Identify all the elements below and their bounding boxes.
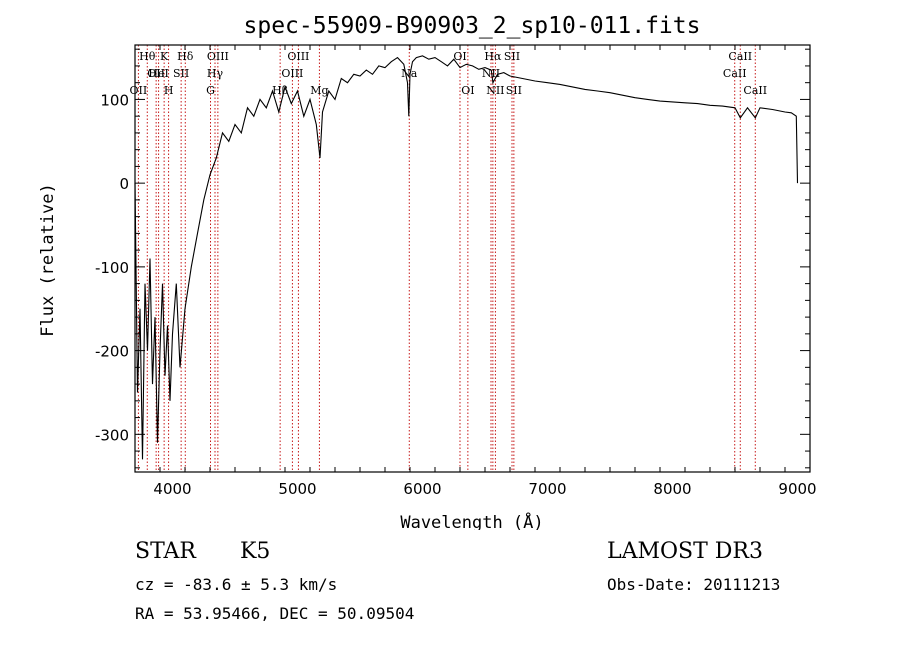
line-label-19-0: Hα [484,50,502,63]
line-label-10-0: OIII [207,50,229,63]
line-label-6-0: SII [173,67,189,80]
redshift-cz: cz = -83.6 ± 5.3 km/s [135,575,338,594]
x-tick-label: 6000 [403,480,441,498]
line-label-1-0: Hθ [139,50,156,63]
line-label-4-0: K [160,50,169,63]
line-label-5-0: H [164,84,174,97]
line-label-17-0: OI [461,84,474,97]
line-label-24-0: CaII [728,50,752,63]
y-axis: -300 -200 -100 0 100 [95,48,810,469]
x-tick-label: 7000 [528,480,566,498]
x-tick-label: 4000 [153,480,191,498]
y-tick-label: 100 [100,91,129,109]
emission-line-labels: OIIHθOIIHeIKHSIIHδGHγOIIIHβOIIIOIIIMgNaO… [130,50,768,97]
y-tick-label: -200 [95,343,129,361]
line-label-22-0: SII [506,84,522,97]
x-axis-label: Wavelength (Å) [400,511,543,530]
line-label-18-0: NII [482,67,500,80]
chart-title: spec-55909-B90903_2_sp10-011.fits [244,13,701,39]
emission-line-markers [137,45,756,472]
plot-frame [134,44,811,473]
line-label-0-0: OII [130,84,148,97]
x-tick-label: 8000 [653,480,691,498]
spectrum-chart: spec-55909-B90903_2_sp10-011.fits OII Hθ O… [38,13,817,530]
line-label-20-0: NII [486,84,504,97]
y-tick-label: -100 [95,259,129,277]
line-label-13-0: OIII [287,50,309,63]
line-label-25-0: CaII [743,84,767,97]
line-label-12-0: OIII [281,67,303,80]
line-label-14-0: Mg [310,84,328,97]
x-tick-label: 5000 [278,480,316,498]
line-label-2-0: OII [147,67,165,80]
line-label-8-0: G [206,84,215,97]
spectrum-series [134,55,799,460]
coordinates: RA = 53.95466, DEC = 50.09504 [135,604,415,623]
object-class: STAR [135,539,196,564]
survey-name: LAMOST DR3 [607,539,763,564]
x-tick-label: 9000 [778,480,816,498]
y-tick-label: -300 [95,426,129,444]
line-label-21-0: SII [504,50,520,63]
y-axis-label: Flux (relative) [38,183,58,337]
x-axis: 4000 5000 6000 7000 8000 9000 [134,45,817,498]
line-label-11-0: Hβ [272,84,288,97]
line-label-16-0: OI [453,50,466,63]
object-subclass: K5 [240,539,271,564]
line-label-23-0: CaII [723,67,747,80]
y-tick-label: 0 [119,175,129,193]
observation-date: Obs-Date: 20111213 [607,575,781,594]
line-label-7-0: Hδ [177,50,194,63]
line-label-9-0: Hγ [207,67,224,80]
line-label-3-0: HeI [148,67,168,80]
